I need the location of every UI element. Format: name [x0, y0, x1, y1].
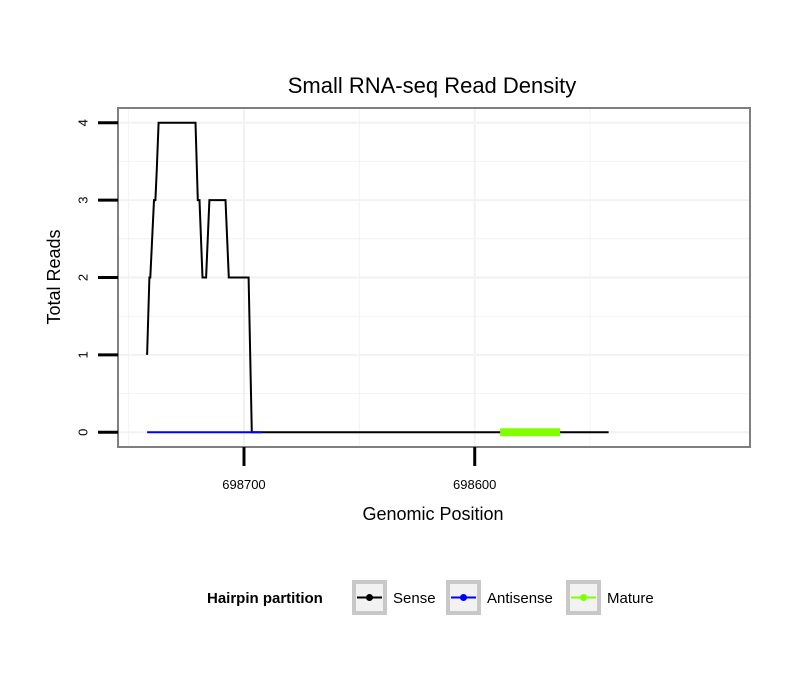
y-tick-label: 2 [75, 274, 90, 281]
legend-key-point [580, 594, 587, 601]
legend-title: Hairpin partition [207, 590, 323, 607]
x-axis-label: Genomic Position [362, 504, 503, 524]
y-tick-label: 3 [75, 196, 90, 203]
y-axis-label: Total Reads [44, 229, 64, 324]
legend-label-sense: Sense [393, 590, 436, 607]
legend-key-point [366, 594, 373, 601]
y-tick-label: 4 [75, 119, 90, 126]
legend-label-mature: Mature [607, 590, 654, 607]
x-tick-label: 698700 [222, 477, 265, 492]
y-tick-label: 1 [75, 351, 90, 358]
grid-lines [118, 108, 750, 447]
legend-items: Sense Antisense Mature [352, 580, 654, 615]
chart-title: Small RNA-seq Read Density [288, 73, 577, 98]
series-lines [146, 121, 609, 437]
legend-label-antisense: Antisense [487, 590, 553, 607]
x-axis: 698700 698600 [222, 447, 496, 492]
x-tick-label: 698600 [453, 477, 496, 492]
plot-panel [117, 107, 751, 448]
legend-key-point [460, 594, 467, 601]
y-tick-label: 0 [75, 429, 90, 436]
legend: Hairpin partition Sense Antisense Mature [207, 580, 654, 615]
y-axis: 0 1 2 3 4 [75, 119, 118, 436]
